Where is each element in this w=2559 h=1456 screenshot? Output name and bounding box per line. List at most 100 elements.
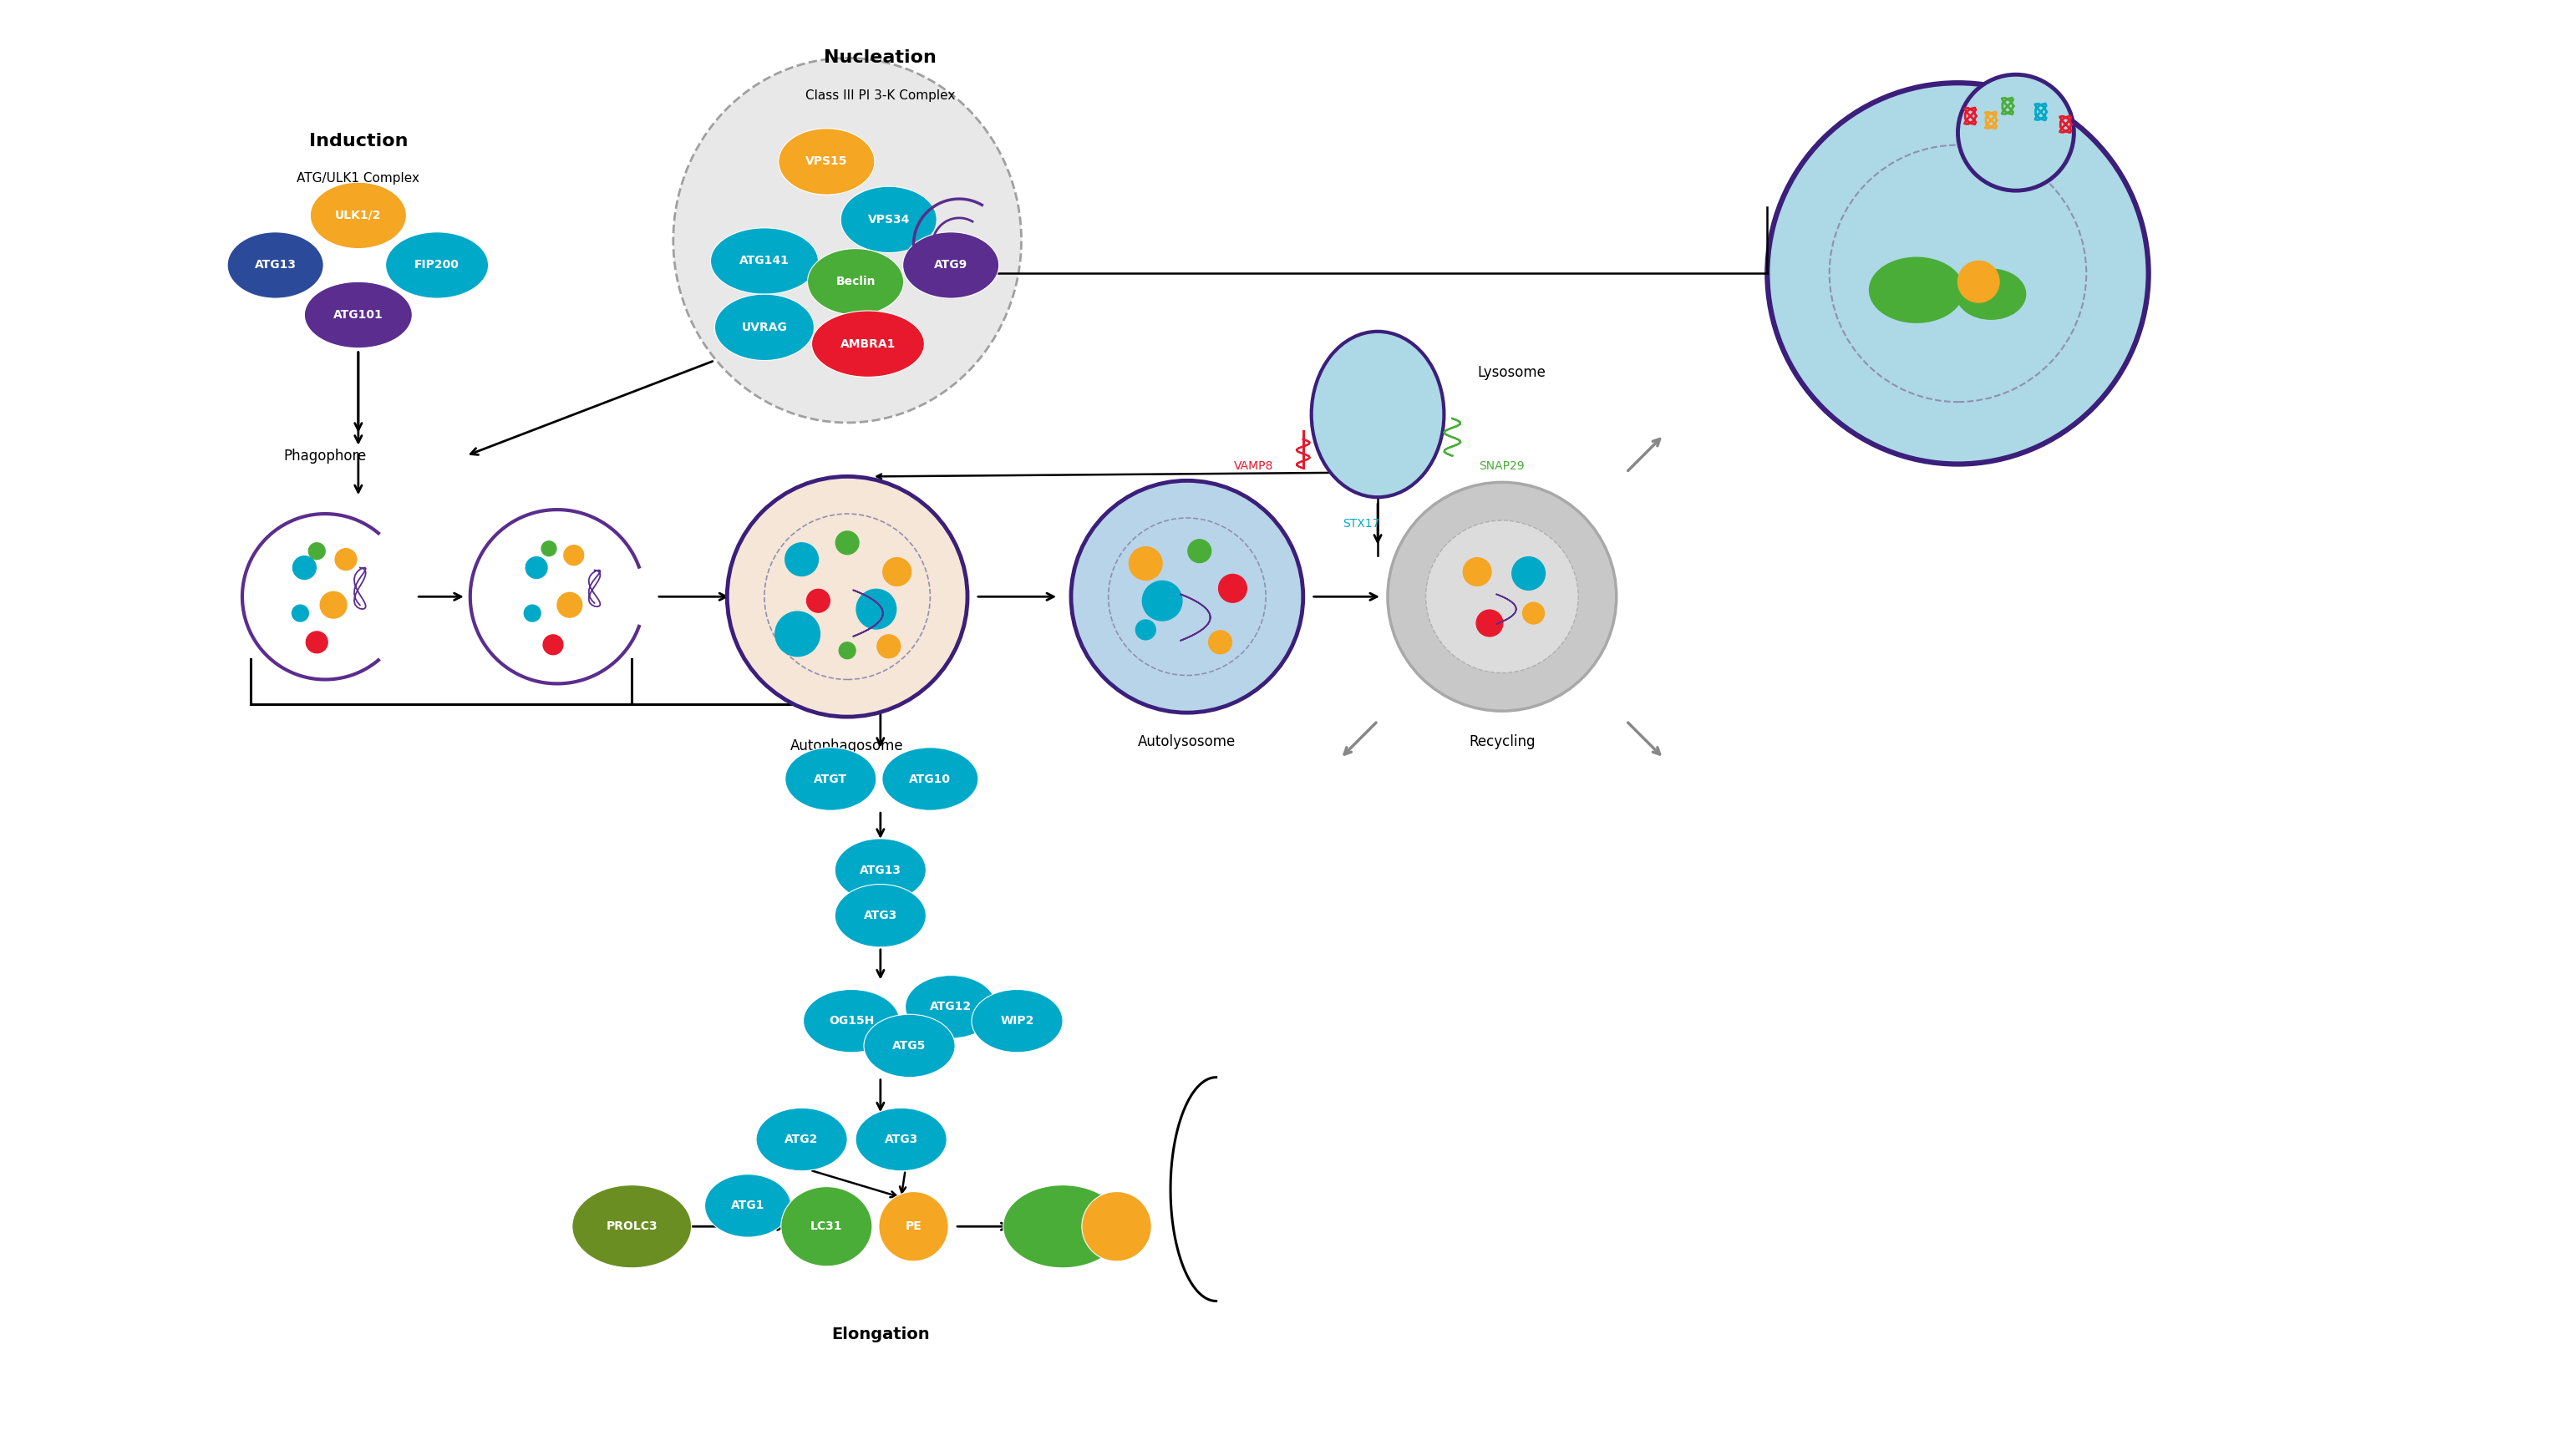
Ellipse shape: [786, 747, 875, 811]
Circle shape: [878, 635, 901, 658]
Circle shape: [525, 556, 548, 578]
Ellipse shape: [778, 128, 875, 195]
Circle shape: [1187, 540, 1210, 562]
Text: Class III PI 3-K Complex: Class III PI 3-K Complex: [806, 89, 955, 102]
Text: STX17: STX17: [1343, 518, 1379, 530]
Circle shape: [837, 531, 860, 555]
Circle shape: [543, 542, 555, 556]
Circle shape: [1136, 620, 1157, 639]
Text: ATG13: ATG13: [860, 865, 901, 877]
Ellipse shape: [972, 990, 1062, 1053]
Circle shape: [883, 558, 911, 585]
Text: Autolysosome: Autolysosome: [1139, 734, 1236, 750]
Circle shape: [775, 612, 819, 657]
Text: ATG9: ATG9: [934, 259, 967, 271]
Circle shape: [335, 549, 356, 571]
Circle shape: [1958, 74, 2073, 191]
Text: OG15H: OG15H: [829, 1015, 875, 1026]
Circle shape: [857, 590, 896, 629]
Text: Induction: Induction: [310, 132, 407, 149]
Text: FIP200: FIP200: [415, 259, 461, 271]
Circle shape: [806, 590, 829, 613]
Text: ATG3: ATG3: [862, 910, 898, 922]
Ellipse shape: [228, 232, 322, 298]
Ellipse shape: [704, 1174, 791, 1238]
Ellipse shape: [714, 294, 814, 361]
Circle shape: [1512, 556, 1546, 590]
Text: Nucleation: Nucleation: [824, 50, 937, 67]
Ellipse shape: [878, 1191, 949, 1261]
Ellipse shape: [780, 1187, 873, 1267]
Circle shape: [307, 632, 328, 652]
Text: ATGT: ATGT: [814, 773, 847, 785]
Circle shape: [1141, 581, 1182, 620]
Circle shape: [839, 642, 855, 658]
Circle shape: [786, 543, 819, 577]
Text: ATG12: ATG12: [929, 1002, 972, 1013]
Circle shape: [1523, 603, 1543, 625]
Text: UVRAG: UVRAG: [742, 322, 788, 333]
Circle shape: [1425, 520, 1579, 673]
Text: ATG13: ATG13: [253, 259, 297, 271]
Circle shape: [525, 604, 540, 622]
Circle shape: [320, 591, 345, 619]
Ellipse shape: [386, 232, 489, 298]
Circle shape: [310, 543, 325, 559]
Circle shape: [558, 593, 581, 617]
Ellipse shape: [855, 1108, 947, 1171]
Text: ATG1: ATG1: [732, 1200, 765, 1211]
Text: ATG101: ATG101: [333, 309, 384, 320]
Text: PROLC3: PROLC3: [606, 1220, 658, 1232]
Ellipse shape: [1868, 256, 1965, 323]
Ellipse shape: [1003, 1185, 1123, 1268]
Ellipse shape: [755, 1108, 847, 1171]
Text: Recycling: Recycling: [1469, 734, 1535, 750]
Ellipse shape: [834, 884, 926, 948]
Ellipse shape: [573, 1185, 691, 1268]
Circle shape: [292, 556, 315, 579]
Text: VAMP8: VAMP8: [1233, 460, 1274, 472]
Circle shape: [563, 546, 583, 565]
Text: ATG3: ATG3: [885, 1134, 919, 1146]
Ellipse shape: [865, 1015, 955, 1077]
Text: ATG/ULK1 Complex: ATG/ULK1 Complex: [297, 172, 420, 185]
Ellipse shape: [711, 229, 819, 294]
Text: ULK1/2: ULK1/2: [335, 210, 381, 221]
Text: Beclin: Beclin: [837, 275, 875, 288]
Circle shape: [1129, 547, 1162, 579]
Ellipse shape: [305, 282, 412, 348]
Ellipse shape: [804, 990, 901, 1053]
Text: Phagophore: Phagophore: [284, 448, 366, 463]
Ellipse shape: [906, 976, 995, 1038]
Circle shape: [1464, 558, 1492, 585]
Ellipse shape: [1310, 332, 1443, 496]
Text: ATG2: ATG2: [786, 1134, 819, 1146]
Ellipse shape: [903, 232, 998, 298]
Circle shape: [292, 604, 310, 622]
Ellipse shape: [811, 310, 924, 377]
Text: Autophagosome: Autophagosome: [791, 738, 903, 753]
Text: AMBRA1: AMBRA1: [839, 338, 896, 349]
Circle shape: [1477, 610, 1502, 636]
Text: PE: PE: [906, 1220, 921, 1232]
Text: VPS15: VPS15: [806, 156, 847, 167]
Ellipse shape: [842, 186, 937, 253]
Circle shape: [543, 635, 563, 655]
Text: Lysosome: Lysosome: [1477, 365, 1546, 380]
Text: ATG5: ATG5: [893, 1040, 926, 1051]
Text: ATG141: ATG141: [740, 255, 788, 266]
Ellipse shape: [1082, 1191, 1152, 1261]
Text: LC31: LC31: [811, 1220, 842, 1232]
Circle shape: [1387, 482, 1617, 711]
Ellipse shape: [809, 249, 903, 314]
Ellipse shape: [883, 747, 978, 811]
Text: ATG10: ATG10: [908, 773, 952, 785]
Ellipse shape: [673, 58, 1021, 422]
Circle shape: [1072, 480, 1303, 712]
Ellipse shape: [834, 839, 926, 901]
Text: SNAP29: SNAP29: [1479, 460, 1525, 472]
Circle shape: [1768, 83, 2150, 464]
Text: Elongation: Elongation: [832, 1326, 929, 1342]
Circle shape: [1208, 630, 1231, 654]
Circle shape: [1958, 261, 1999, 303]
